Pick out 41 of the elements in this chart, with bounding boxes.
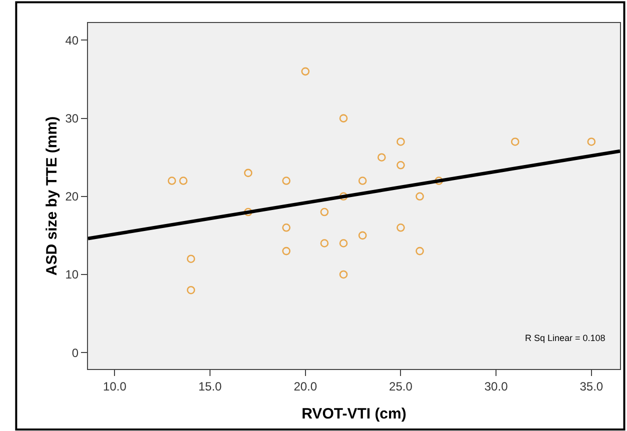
y-tick-label: 30 xyxy=(65,111,79,126)
point xyxy=(168,176,176,185)
point xyxy=(301,67,310,76)
point xyxy=(282,176,290,185)
point xyxy=(282,246,290,256)
x-tick-label: 35.0 xyxy=(580,379,604,394)
x-tick-label: 30.0 xyxy=(484,379,508,394)
y-tick-label: 40 xyxy=(65,33,79,48)
point xyxy=(358,176,367,185)
point xyxy=(320,208,329,216)
point xyxy=(339,192,348,201)
point xyxy=(186,286,196,294)
point xyxy=(339,239,348,248)
point xyxy=(282,223,290,232)
point xyxy=(587,138,596,146)
point xyxy=(244,208,252,216)
y-axis-title: ASD size by TTE (mm) xyxy=(43,116,60,276)
annotation: R Sq Linear = 0.108 xyxy=(525,333,606,343)
point xyxy=(378,153,386,162)
point xyxy=(339,270,348,279)
x-axis-title: RVOT-VTI (cm) xyxy=(302,405,406,422)
point xyxy=(186,254,196,264)
x-tick-label: 20.0 xyxy=(294,379,318,394)
y-tick-label: 20 xyxy=(65,190,79,204)
y-tick-label: 0 xyxy=(72,346,79,360)
point xyxy=(358,231,367,240)
x-tick-label: 25.0 xyxy=(389,379,413,394)
point xyxy=(396,223,405,232)
y-tick-label: 10 xyxy=(65,268,79,282)
point xyxy=(320,239,329,248)
point xyxy=(396,161,405,170)
point xyxy=(434,176,443,185)
point xyxy=(416,246,424,256)
x-tick-label: 10.0 xyxy=(103,379,127,394)
point xyxy=(510,138,520,146)
point xyxy=(396,138,405,146)
x-tick-label: 15.0 xyxy=(198,379,222,394)
point xyxy=(179,176,188,185)
point xyxy=(416,192,424,201)
point xyxy=(339,114,348,122)
point xyxy=(244,168,252,178)
